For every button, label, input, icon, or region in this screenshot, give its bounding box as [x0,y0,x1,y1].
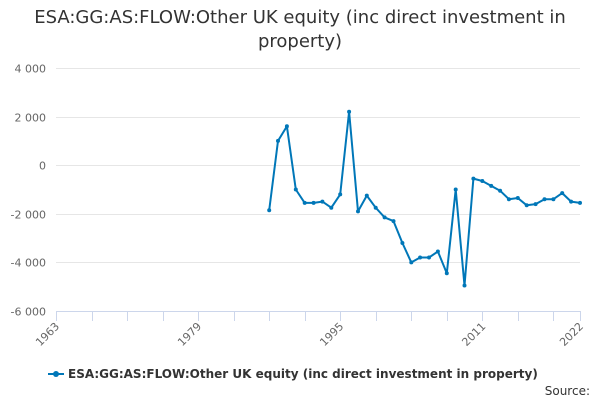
legend-item-label[interactable]: ESA:GG:AS:FLOW:Other UK equity (inc dire… [68,367,538,381]
data-point[interactable] [498,188,503,193]
grid-lines [56,68,580,263]
data-point[interactable] [356,209,360,214]
data-point[interactable] [560,191,565,196]
data-point[interactable] [320,199,325,204]
x-axis: 1963 1979 1995 2011 2022 [33,311,586,349]
chart-title: ESA:GG:AS:FLOW:Other UK equity (inc dire… [34,7,566,52]
data-point[interactable] [569,199,574,204]
y-tick-label: -6 000 [11,306,46,319]
series-line[interactable] [268,110,581,287]
data-point[interactable] [542,197,547,202]
data-point[interactable] [578,200,582,205]
data-point[interactable] [489,183,494,188]
data-point[interactable] [524,203,529,208]
data-point[interactable] [533,202,538,207]
data-point[interactable] [382,215,387,220]
data-point[interactable] [453,187,458,192]
data-point[interactable] [400,241,405,245]
x-tick-label: 2022 [557,320,586,349]
data-point[interactable] [444,271,449,276]
x-tick-label: 1979 [175,320,204,349]
legend-symbol-marker [53,371,59,377]
data-point[interactable] [276,138,280,143]
data-point[interactable] [311,200,316,205]
data-point[interactable] [480,179,485,183]
data-points [267,109,582,288]
y-tick-label: -2 000 [11,209,46,222]
data-point[interactable] [506,197,511,202]
data-point[interactable] [391,219,396,224]
data-point[interactable] [293,187,298,192]
data-point[interactable] [409,260,414,265]
credits: Source: [545,384,590,398]
data-point[interactable] [373,205,378,210]
data-point[interactable] [284,124,289,129]
series-area [268,110,581,287]
y-tick-label: -4 000 [11,257,46,270]
data-point[interactable] [267,208,272,213]
y-axis: 4 000 2 000 0 -2 000 -4 000 -6 000 [11,63,46,319]
data-point[interactable] [338,192,343,197]
y-tick-label: 0 [39,160,46,173]
data-point[interactable] [427,255,431,260]
data-point[interactable] [515,196,520,200]
y-tick-label: 2 000 [15,112,47,125]
data-point[interactable] [302,200,307,205]
data-point[interactable] [329,205,334,210]
data-point[interactable] [462,283,467,288]
data-point[interactable] [347,109,352,114]
data-point[interactable] [471,176,476,181]
x-tick-label: 1963 [33,320,62,349]
x-tick-label: 2011 [459,320,488,349]
data-point[interactable] [364,193,369,198]
data-point[interactable] [435,249,440,254]
x-tick-label: 1995 [317,320,346,349]
legend[interactable]: ESA:GG:AS:FLOW:Other UK equity (inc dire… [48,367,538,381]
data-point[interactable] [418,255,423,260]
data-point[interactable] [551,197,556,202]
y-tick-label: 4 000 [15,63,47,76]
